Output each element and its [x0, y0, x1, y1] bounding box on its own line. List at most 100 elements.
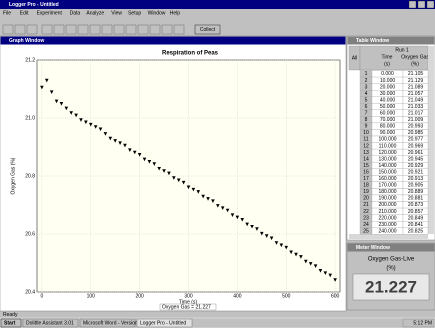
table-cell-text: 21.033	[408, 104, 424, 110]
toolbar-button[interactable]	[137, 24, 149, 35]
data-point	[260, 231, 264, 236]
menu-item[interactable]: Window	[148, 10, 166, 16]
menu-item[interactable]: Experiment	[37, 10, 63, 16]
data-point	[123, 143, 127, 148]
column-unit: (s)	[384, 61, 390, 67]
data-point	[333, 278, 337, 282]
menu-item[interactable]: Analyze	[86, 10, 104, 16]
meter-value: 21.227	[365, 277, 417, 296]
x-axis-label: Time (s)	[179, 299, 197, 305]
table-cell-text: 6	[365, 104, 368, 110]
data-point	[313, 264, 318, 268]
table-cell-text: 180.000	[378, 189, 396, 195]
toolbar-button[interactable]	[89, 24, 101, 35]
menu-item[interactable]: View	[111, 10, 122, 16]
table-cell-text: 70.000	[380, 117, 396, 123]
table-cell-text: 1	[365, 71, 368, 77]
data-point	[79, 118, 83, 122]
toolbar-button[interactable]	[113, 24, 125, 35]
table-cell-text: 140.000	[378, 163, 396, 169]
data-point	[142, 157, 147, 162]
data-point	[98, 127, 103, 132]
table-cell-text: 200.000	[378, 202, 396, 208]
tray	[402, 318, 435, 328]
data-point	[132, 150, 137, 155]
table-cell-text: 4	[365, 91, 368, 97]
data-point	[245, 222, 249, 227]
menu-item[interactable]: File	[3, 10, 11, 16]
data-point	[294, 252, 298, 257]
toolbar-button[interactable]	[77, 24, 89, 35]
vertical-scrollbar[interactable]	[428, 46, 434, 234]
toolbar-button[interactable]	[2, 24, 14, 35]
toolbar-button[interactable]	[41, 24, 53, 35]
maximize-button[interactable]	[417, 0, 426, 9]
data-point	[299, 255, 303, 259]
collect-button[interactable]	[194, 24, 221, 35]
close-button[interactable]	[426, 0, 435, 9]
table-cell-text: 20.873	[408, 202, 424, 208]
horizontal-scrollbar[interactable]	[349, 234, 428, 239]
y-tick-label: 20.6	[25, 231, 35, 237]
table-cell-text: 160.000	[378, 176, 396, 182]
data-point	[220, 206, 225, 210]
table-cell-text: 20.857	[408, 209, 424, 215]
table-cell-text: 120.000	[378, 150, 396, 156]
toolbar-button[interactable]	[26, 24, 38, 35]
data-point	[240, 217, 245, 222]
toolbar-button[interactable]	[65, 24, 77, 35]
task-button[interactable]	[79, 318, 136, 328]
table-cell-text: 10.000	[380, 78, 396, 84]
table-cell-text: 20.969	[408, 143, 424, 149]
menu-item[interactable]: Data	[70, 10, 81, 16]
data-point	[225, 208, 230, 213]
taskbar	[0, 317, 435, 328]
table-cell-text: 40.000	[380, 97, 396, 103]
y-axis-label: Oxygen Gas (%)	[10, 157, 16, 194]
data-point	[303, 259, 308, 264]
table-cell-text: 210.000	[378, 209, 396, 215]
menu-item[interactable]: Setup	[128, 10, 141, 16]
table-window-title: Table Window	[356, 38, 389, 44]
column-name: Oxygen Gas	[401, 54, 429, 60]
toolbar-button[interactable]	[125, 24, 137, 35]
menu-item[interactable]: Edit	[20, 10, 29, 16]
task-button[interactable]	[22, 318, 79, 328]
table-cell-text: 20	[363, 196, 369, 202]
toolbar-button[interactable]	[53, 24, 65, 35]
table-cell-text: 21.089	[408, 84, 424, 90]
table-cell-text: 130.000	[378, 156, 396, 162]
minimize-button[interactable]	[408, 0, 417, 9]
table-cell-text: 20.889	[408, 189, 424, 195]
task-button[interactable]	[136, 318, 193, 328]
start-label: Start	[4, 320, 16, 326]
table-cell-text: 5	[365, 97, 368, 103]
data-point	[279, 243, 284, 248]
menu-item[interactable]: Help	[170, 10, 181, 16]
toolbar-button[interactable]	[14, 24, 26, 35]
toolbar-button[interactable]	[101, 24, 113, 35]
data-point	[118, 141, 122, 146]
toolbar-button[interactable]	[173, 24, 185, 35]
table-cell-text: 240.000	[378, 228, 396, 234]
start-button[interactable]	[0, 318, 22, 328]
task-list: Dolittle Assistant 3.01 Microsoft Word - …	[22, 318, 193, 328]
table-cell-text: 21.009	[408, 117, 424, 123]
data-point	[274, 241, 279, 245]
meter-label: Oxygen Gas-Live	[368, 257, 415, 263]
y-tick-label: 21.0	[25, 115, 35, 121]
table-cell-text: 20.945	[408, 156, 424, 162]
all-label: All	[352, 55, 358, 61]
toolbar-button[interactable]	[149, 24, 161, 35]
data-point	[147, 159, 152, 164]
table-cell-text: 9	[365, 124, 368, 130]
table-cell-text: 20.921	[408, 169, 424, 175]
data-point	[186, 185, 191, 190]
toolbar-button[interactable]	[161, 24, 173, 35]
table-cell-text: 7	[365, 111, 368, 117]
table-cell-text: 8	[365, 117, 368, 123]
data-point	[191, 187, 196, 192]
table-cell-text: 20.929	[408, 163, 424, 169]
table-cell-text: 20.905	[408, 183, 424, 189]
